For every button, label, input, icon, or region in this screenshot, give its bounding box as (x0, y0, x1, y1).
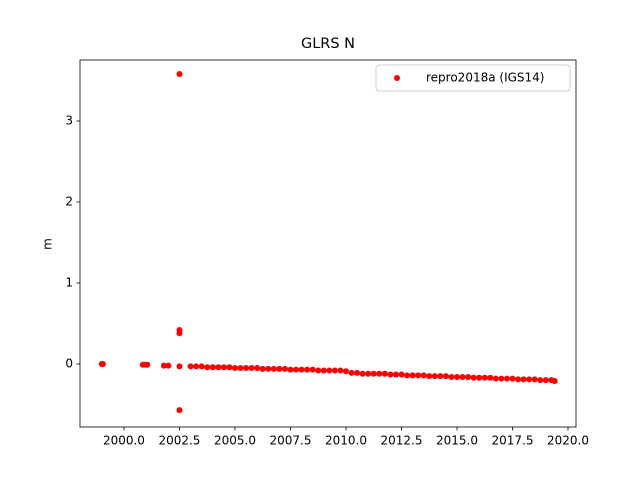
data-point (342, 368, 349, 375)
data-point (503, 375, 510, 382)
data-point (481, 374, 488, 381)
data-point (453, 373, 460, 380)
data-point (198, 363, 205, 370)
plot-frame (79, 59, 577, 428)
data-point (520, 376, 527, 383)
data-point (176, 363, 183, 370)
x-tick-label: 2020.0 (547, 434, 589, 448)
data-point (381, 370, 388, 377)
data-point (442, 373, 449, 380)
data-point (248, 365, 255, 372)
x-tick-label: 2015.0 (436, 434, 478, 448)
data-point (254, 365, 261, 372)
data-point (243, 365, 250, 372)
data-point (187, 363, 194, 370)
data-point (392, 371, 399, 378)
x-tick-label: 2012.5 (380, 434, 422, 448)
data-point (309, 366, 316, 373)
data-point (209, 364, 216, 371)
data-point (354, 369, 361, 376)
data-point (331, 367, 338, 374)
data-point (398, 371, 405, 378)
data-point (537, 377, 544, 384)
data-point (448, 373, 455, 380)
data-point (492, 375, 499, 382)
data-point (409, 372, 416, 379)
x-tick-label: 2005.0 (214, 434, 256, 448)
data-point (293, 366, 300, 373)
data-point (431, 373, 438, 380)
y-tick-label: 1 (65, 275, 73, 289)
data-point (470, 374, 477, 381)
x-tick-label: 2010.0 (325, 434, 367, 448)
y-tick-label: 2 (65, 194, 73, 208)
y-tick-label: 0 (65, 356, 73, 370)
data-point (231, 365, 238, 372)
data-point (265, 365, 272, 372)
data-point (348, 369, 355, 376)
x-tick-label: 2002.5 (158, 434, 200, 448)
data-point (215, 364, 222, 371)
data-point (531, 376, 538, 383)
x-tick-label: 2017.5 (492, 434, 534, 448)
data-point (476, 374, 483, 381)
x-tick-label: 2007.5 (269, 434, 311, 448)
data-point (259, 365, 266, 372)
data-point (144, 361, 151, 368)
y-axis-label: m (41, 238, 55, 250)
data-point (287, 366, 294, 373)
data-point (298, 366, 305, 373)
data-point (515, 376, 522, 383)
data-point (220, 364, 227, 371)
data-point (337, 367, 344, 374)
data-point (487, 374, 494, 381)
legend-label: repro2018a (IGS14) (426, 71, 544, 85)
data-point (193, 363, 200, 370)
data-point (326, 367, 333, 374)
data-point (226, 364, 233, 371)
data-point (204, 364, 211, 371)
data-point (459, 373, 466, 380)
x-tick-label: 2000.0 (103, 434, 145, 448)
y-tick-label: 3 (65, 113, 73, 127)
legend-marker (394, 75, 400, 81)
data-point (387, 371, 394, 378)
data-point (176, 71, 183, 78)
data-point (176, 407, 183, 414)
data-point (237, 365, 244, 372)
data-point (99, 360, 106, 367)
data-point (320, 367, 327, 374)
data-point (359, 370, 366, 377)
data-point (426, 373, 433, 380)
data-point (281, 365, 288, 372)
data-point (370, 370, 377, 377)
data-point (542, 377, 549, 384)
data-point (276, 365, 283, 372)
data-point (270, 365, 277, 372)
data-point (165, 362, 172, 369)
data-point (420, 372, 427, 379)
data-point (176, 330, 183, 337)
data-point (551, 377, 558, 384)
chart-title: GLRS N (301, 36, 355, 52)
data-point (376, 370, 383, 377)
data-point (526, 376, 533, 383)
data-point (465, 373, 472, 380)
data-point (365, 370, 372, 377)
data-point (404, 372, 411, 379)
data-point (415, 372, 422, 379)
data-point (509, 375, 516, 382)
data-point (437, 373, 444, 380)
data-point (498, 375, 505, 382)
data-point (304, 366, 311, 373)
data-point (160, 362, 167, 369)
data-point (315, 367, 322, 374)
legend-box (375, 64, 571, 92)
